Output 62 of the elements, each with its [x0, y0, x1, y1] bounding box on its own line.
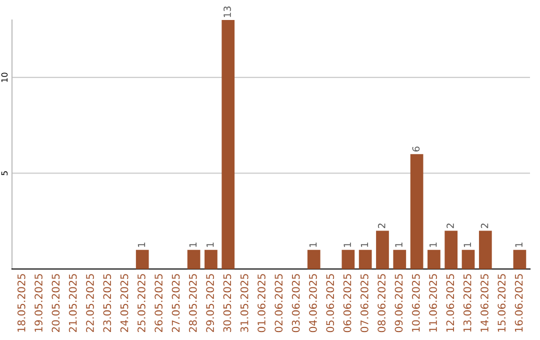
data-label: 1	[395, 242, 402, 247]
x-tick-label: 24.05.2025	[120, 274, 128, 332]
data-label: 1	[344, 242, 351, 247]
data-label: 1	[464, 242, 471, 247]
x-tick-label: 20.05.2025	[52, 274, 60, 332]
bar	[513, 250, 526, 269]
x-tick-label: 03.06.2025	[292, 274, 300, 332]
data-label: 1	[430, 242, 437, 247]
bar	[136, 250, 149, 269]
x-tick-label: 08.06.2025	[378, 274, 386, 332]
data-label: 2	[446, 224, 454, 228]
bar	[376, 230, 389, 269]
data-label: 1	[206, 242, 214, 247]
x-tick-label: 21.05.2025	[68, 274, 77, 332]
x-tick-label: 14.06.2025	[480, 274, 488, 332]
y-tick-label: 10	[1, 72, 8, 82]
x-tick-label: 18.05.2025	[17, 274, 26, 332]
data-label: 2	[480, 224, 488, 228]
bar	[358, 250, 372, 269]
x-tick-label: 09.06.2025	[394, 274, 403, 332]
data-label: 1	[189, 242, 196, 247]
bar	[410, 154, 424, 269]
bar	[478, 230, 492, 269]
x-tick-label: 01.06.2025	[258, 274, 266, 332]
bar	[428, 250, 440, 269]
x-tick-label: 02.06.2025	[274, 274, 283, 332]
x-tick-label: 07.06.2025	[360, 274, 368, 332]
bar	[187, 250, 200, 269]
x-tick-label: 15.06.2025	[498, 274, 506, 332]
x-tick-label: 04.06.2025	[309, 274, 317, 332]
x-tick-label: 10.06.2025	[412, 274, 420, 332]
x-tick-label: 12.06.2025	[446, 274, 454, 332]
bar	[204, 250, 218, 269]
bar	[342, 250, 355, 269]
bar	[393, 250, 406, 269]
data-label: 1	[360, 242, 368, 247]
x-tick-label: 26.05.2025	[154, 274, 163, 332]
x-tick-label: 25.05.2025	[138, 274, 146, 332]
data-label: 2	[378, 224, 386, 228]
x-tick-label: 11.06.2025	[429, 274, 437, 332]
data-label: 1	[515, 242, 522, 247]
data-label: 1	[138, 242, 146, 247]
bar	[307, 250, 320, 269]
x-tick-label: 16.06.2025	[514, 274, 523, 332]
x-tick-label: 05.06.2025	[326, 274, 334, 332]
x-tick-label: 28.05.2025	[188, 274, 197, 332]
bar	[444, 230, 458, 269]
x-tick-label: 30.05.2025	[223, 274, 232, 332]
x-tick-label: 27.05.2025	[172, 274, 180, 332]
x-tick-label: 19.05.2025	[34, 274, 42, 332]
x-tick-label: 31.05.2025	[240, 274, 248, 332]
bar	[462, 250, 475, 269]
x-tick-label: 23.05.2025	[103, 274, 112, 332]
data-label: 6	[412, 146, 420, 152]
x-tick-label: 29.05.2025	[206, 274, 214, 332]
x-tick-label: 06.06.2025	[343, 274, 352, 332]
y-tick-label: 5	[1, 171, 8, 176]
x-tick-label: 22.05.2025	[86, 274, 94, 332]
bar	[222, 20, 235, 269]
data-label: 13	[224, 6, 231, 18]
data-label: 1	[309, 242, 317, 247]
x-tick-label: 13.06.2025	[463, 274, 472, 332]
